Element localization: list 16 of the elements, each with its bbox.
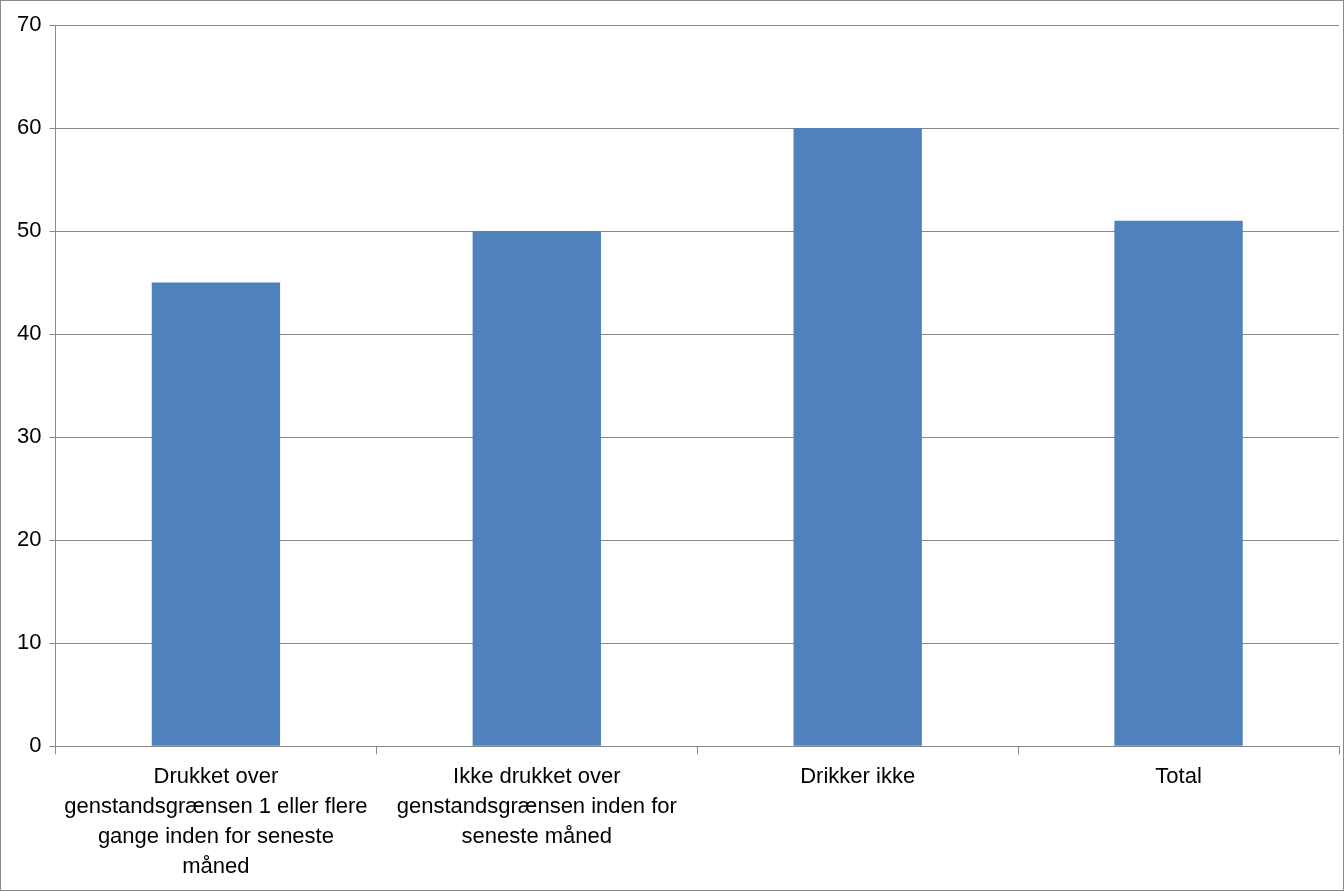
bar (793, 128, 922, 746)
x-tick-label: Drukket over genstandsgrænsen 1 eller flere gange inden for seneste måned (64, 763, 368, 879)
y-tick-label: 40 (16, 320, 42, 346)
y-tick-label: 30 (16, 423, 42, 449)
y-tick-label: 0 (29, 732, 42, 758)
y-tick-label: 60 (16, 114, 42, 140)
x-tick-label: Ikke drukket over genstandsgrænsen inden for seneste måned (396, 763, 677, 849)
x-tick-label: Drikker ikke (800, 763, 916, 789)
y-tick-label: 70 (16, 11, 42, 37)
bar (1114, 220, 1243, 746)
y-tick-label: 20 (16, 526, 42, 552)
y-tick-label: 10 (16, 629, 42, 655)
bar (151, 282, 281, 746)
y-tick-label: 50 (16, 217, 42, 243)
bar (472, 231, 601, 746)
x-tick-label: Total (1155, 763, 1202, 789)
